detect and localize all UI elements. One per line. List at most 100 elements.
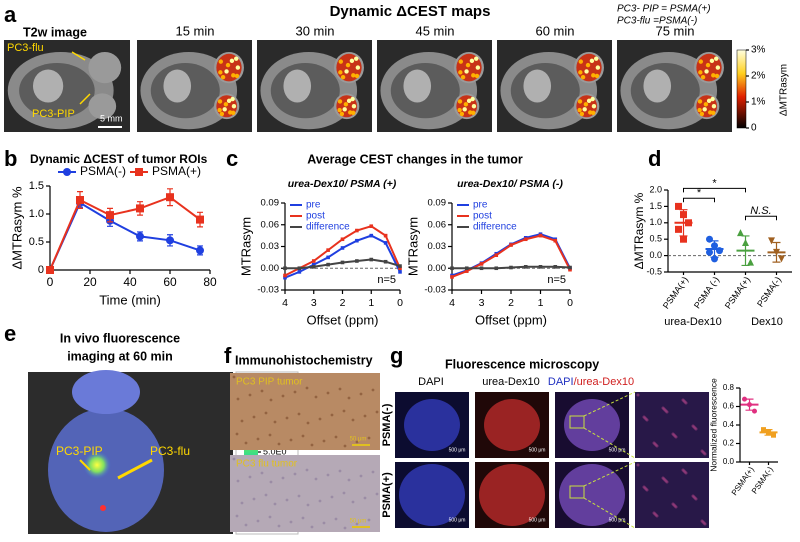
cest-spot <box>589 58 595 64</box>
cest-spot <box>705 62 711 68</box>
zoom-box <box>569 415 585 429</box>
tissue-detail <box>691 424 695 428</box>
cest-spot <box>343 102 349 107</box>
ihc-texture <box>310 443 314 447</box>
y-tick-label: 0.2 <box>723 439 735 448</box>
cest-spot <box>706 98 712 104</box>
cest-spot <box>222 107 227 112</box>
x-tick-label: 2 <box>508 297 514 309</box>
ihc-texture <box>277 442 281 446</box>
marker <box>747 402 752 408</box>
cest-spot <box>699 111 705 117</box>
arrow <box>79 459 91 471</box>
mri-organ <box>403 69 432 103</box>
marker <box>136 204 144 213</box>
x-tick-label: 20 <box>83 275 97 289</box>
marker <box>369 224 374 228</box>
marker <box>479 262 484 266</box>
cest-spot <box>585 62 591 68</box>
time-label: 60 min <box>535 23 574 38</box>
ihc-texture <box>305 468 309 472</box>
scale-label: 5 mm <box>100 113 123 123</box>
cest-spot <box>219 111 225 117</box>
marker <box>680 235 687 243</box>
panel-title: imaging at 60 min <box>67 349 173 363</box>
cest-spot <box>351 110 356 116</box>
cest-spot <box>346 98 352 104</box>
cest-spot <box>702 107 707 112</box>
cest-spot <box>354 56 359 61</box>
cest-spot <box>715 65 721 70</box>
time-label: 30 min <box>295 23 334 38</box>
series-line <box>284 234 401 279</box>
ihc-texture <box>351 500 355 504</box>
y-tick-label: 0.6 <box>723 402 735 411</box>
cest-spot <box>338 70 343 75</box>
tumor-label: PC3-flu <box>7 42 44 54</box>
arrow <box>79 93 91 105</box>
marker <box>166 193 174 202</box>
tumor <box>88 51 122 84</box>
ihc-texture <box>236 397 240 401</box>
marker <box>752 408 757 414</box>
marker <box>283 275 287 280</box>
ihc-texture <box>347 396 351 400</box>
hotspot <box>83 451 111 479</box>
ihc-texture <box>301 516 305 520</box>
ihc-texture <box>260 471 264 475</box>
ihc-texture <box>334 517 338 521</box>
y-tick-label: 0 <box>38 264 44 276</box>
chart-title: Dynamic ΔCEST of tumor ROIs <box>30 152 208 166</box>
marker <box>311 265 316 269</box>
ihc-texture <box>232 375 236 379</box>
group-label: Dex10 <box>751 316 783 328</box>
tissue-detail <box>652 441 656 445</box>
cest-spot <box>577 99 583 104</box>
cest-spot <box>218 59 224 64</box>
mouse-head <box>72 370 140 414</box>
x-tick-label: PSMA (-) <box>692 275 721 311</box>
note: PC3- PIP = PSMA(+) <box>617 4 711 15</box>
marker <box>63 168 71 176</box>
annotation: * <box>697 187 702 199</box>
cest-spot <box>578 70 583 75</box>
cest-spot <box>345 62 351 68</box>
x-tick-label: 2 <box>340 297 346 309</box>
series-line <box>451 234 571 278</box>
panel-label-text: PC3 PIP tumor <box>236 377 303 388</box>
y-tick-label: 0.5 <box>649 234 662 244</box>
marker <box>747 258 754 266</box>
ihc-texture <box>260 389 264 393</box>
cest-spot <box>580 74 586 80</box>
cest-spot <box>349 58 355 64</box>
marker <box>196 215 204 224</box>
cest-spot <box>591 110 596 116</box>
marker <box>46 266 54 274</box>
significance-bracket <box>683 197 715 203</box>
marker <box>135 168 143 176</box>
marker <box>326 248 330 252</box>
y-tick-label: 0.0 <box>723 457 735 466</box>
y-tick-label: 1.5 <box>649 201 662 211</box>
ihc-texture <box>264 411 268 415</box>
ihc-texture <box>355 522 359 526</box>
legend-label: PSMA(+) <box>152 164 201 178</box>
ihc-texture <box>359 474 363 478</box>
x-tick-label: PSMA(+) <box>723 275 752 311</box>
cest-spot <box>460 74 466 80</box>
tissue-detail <box>642 485 646 489</box>
mri-organ <box>523 69 552 103</box>
cest-spot <box>711 110 716 116</box>
legend-label: difference <box>473 222 517 233</box>
annotation: * <box>712 177 717 189</box>
ihc-texture <box>326 473 330 477</box>
mri-organ <box>163 69 192 103</box>
marker <box>369 233 374 238</box>
marker <box>523 237 528 242</box>
colorbar-label: 2% <box>751 71 766 82</box>
marker <box>766 429 771 435</box>
y-tick-label: 0.5 <box>29 236 44 248</box>
marker <box>355 259 359 263</box>
cest-spot <box>698 59 704 64</box>
